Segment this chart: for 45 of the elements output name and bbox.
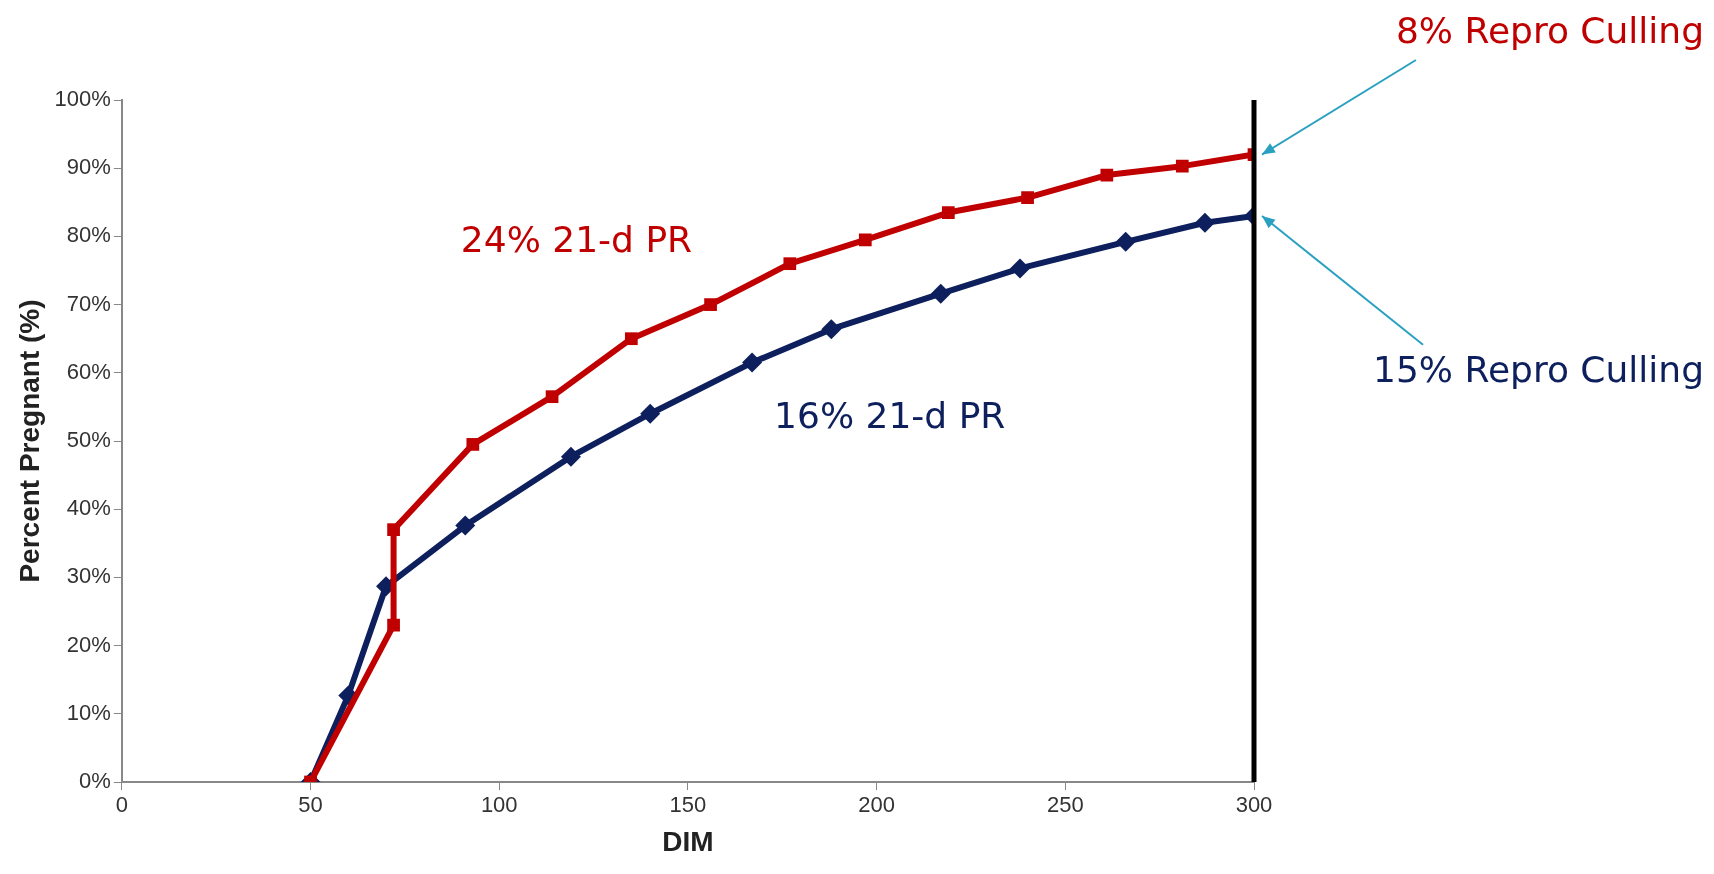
point [941,206,955,219]
x-tick-label: 0 [115,792,128,818]
annotation: 8% Repro Culling [1395,10,1705,52]
x-axis-title: DIM [662,825,714,857]
y-tick-label: 20% [66,631,111,657]
x-tick-label: 50 [298,792,323,818]
point [1175,159,1189,173]
y-tick-label: 40% [66,495,111,521]
y-tick-label: 100% [54,86,111,112]
point [387,618,400,632]
y-tick-label: 80% [66,222,111,248]
point [466,438,480,451]
point [1021,191,1034,204]
x-tick-label: 250 [1046,792,1084,818]
point [930,283,951,304]
point [387,523,400,537]
point [1115,231,1136,252]
point [704,298,717,311]
y-tick-label: 30% [66,563,111,589]
point [455,515,476,536]
point [624,332,638,346]
y-tick-label: 10% [66,699,111,725]
annotation: 15% Repro Culling [1373,349,1705,391]
y-tick-label: 50% [66,427,111,453]
x-tick-label: 200 [858,792,895,818]
y-tick-label: 90% [66,154,111,180]
y-tick-label: 60% [66,358,111,384]
point [560,446,581,467]
series-label: 16% 21-d PR [774,395,1006,437]
point [1010,258,1031,279]
series-label: 24% 21-d PR [460,219,693,261]
x-tick-label: 300 [1235,792,1273,818]
x-tick-label: 100 [480,792,518,818]
point [1194,212,1215,233]
point [821,319,842,340]
y-axis-title: Percent Pregnant (%) [13,299,45,583]
point [783,257,797,271]
point [858,233,872,247]
point [742,352,763,373]
point [640,403,661,424]
x-tick-label: 150 [669,792,707,818]
y-tick-label: 70% [66,290,111,316]
point [545,390,559,404]
y-tick-label: 0% [79,768,111,794]
point [1100,168,1114,182]
